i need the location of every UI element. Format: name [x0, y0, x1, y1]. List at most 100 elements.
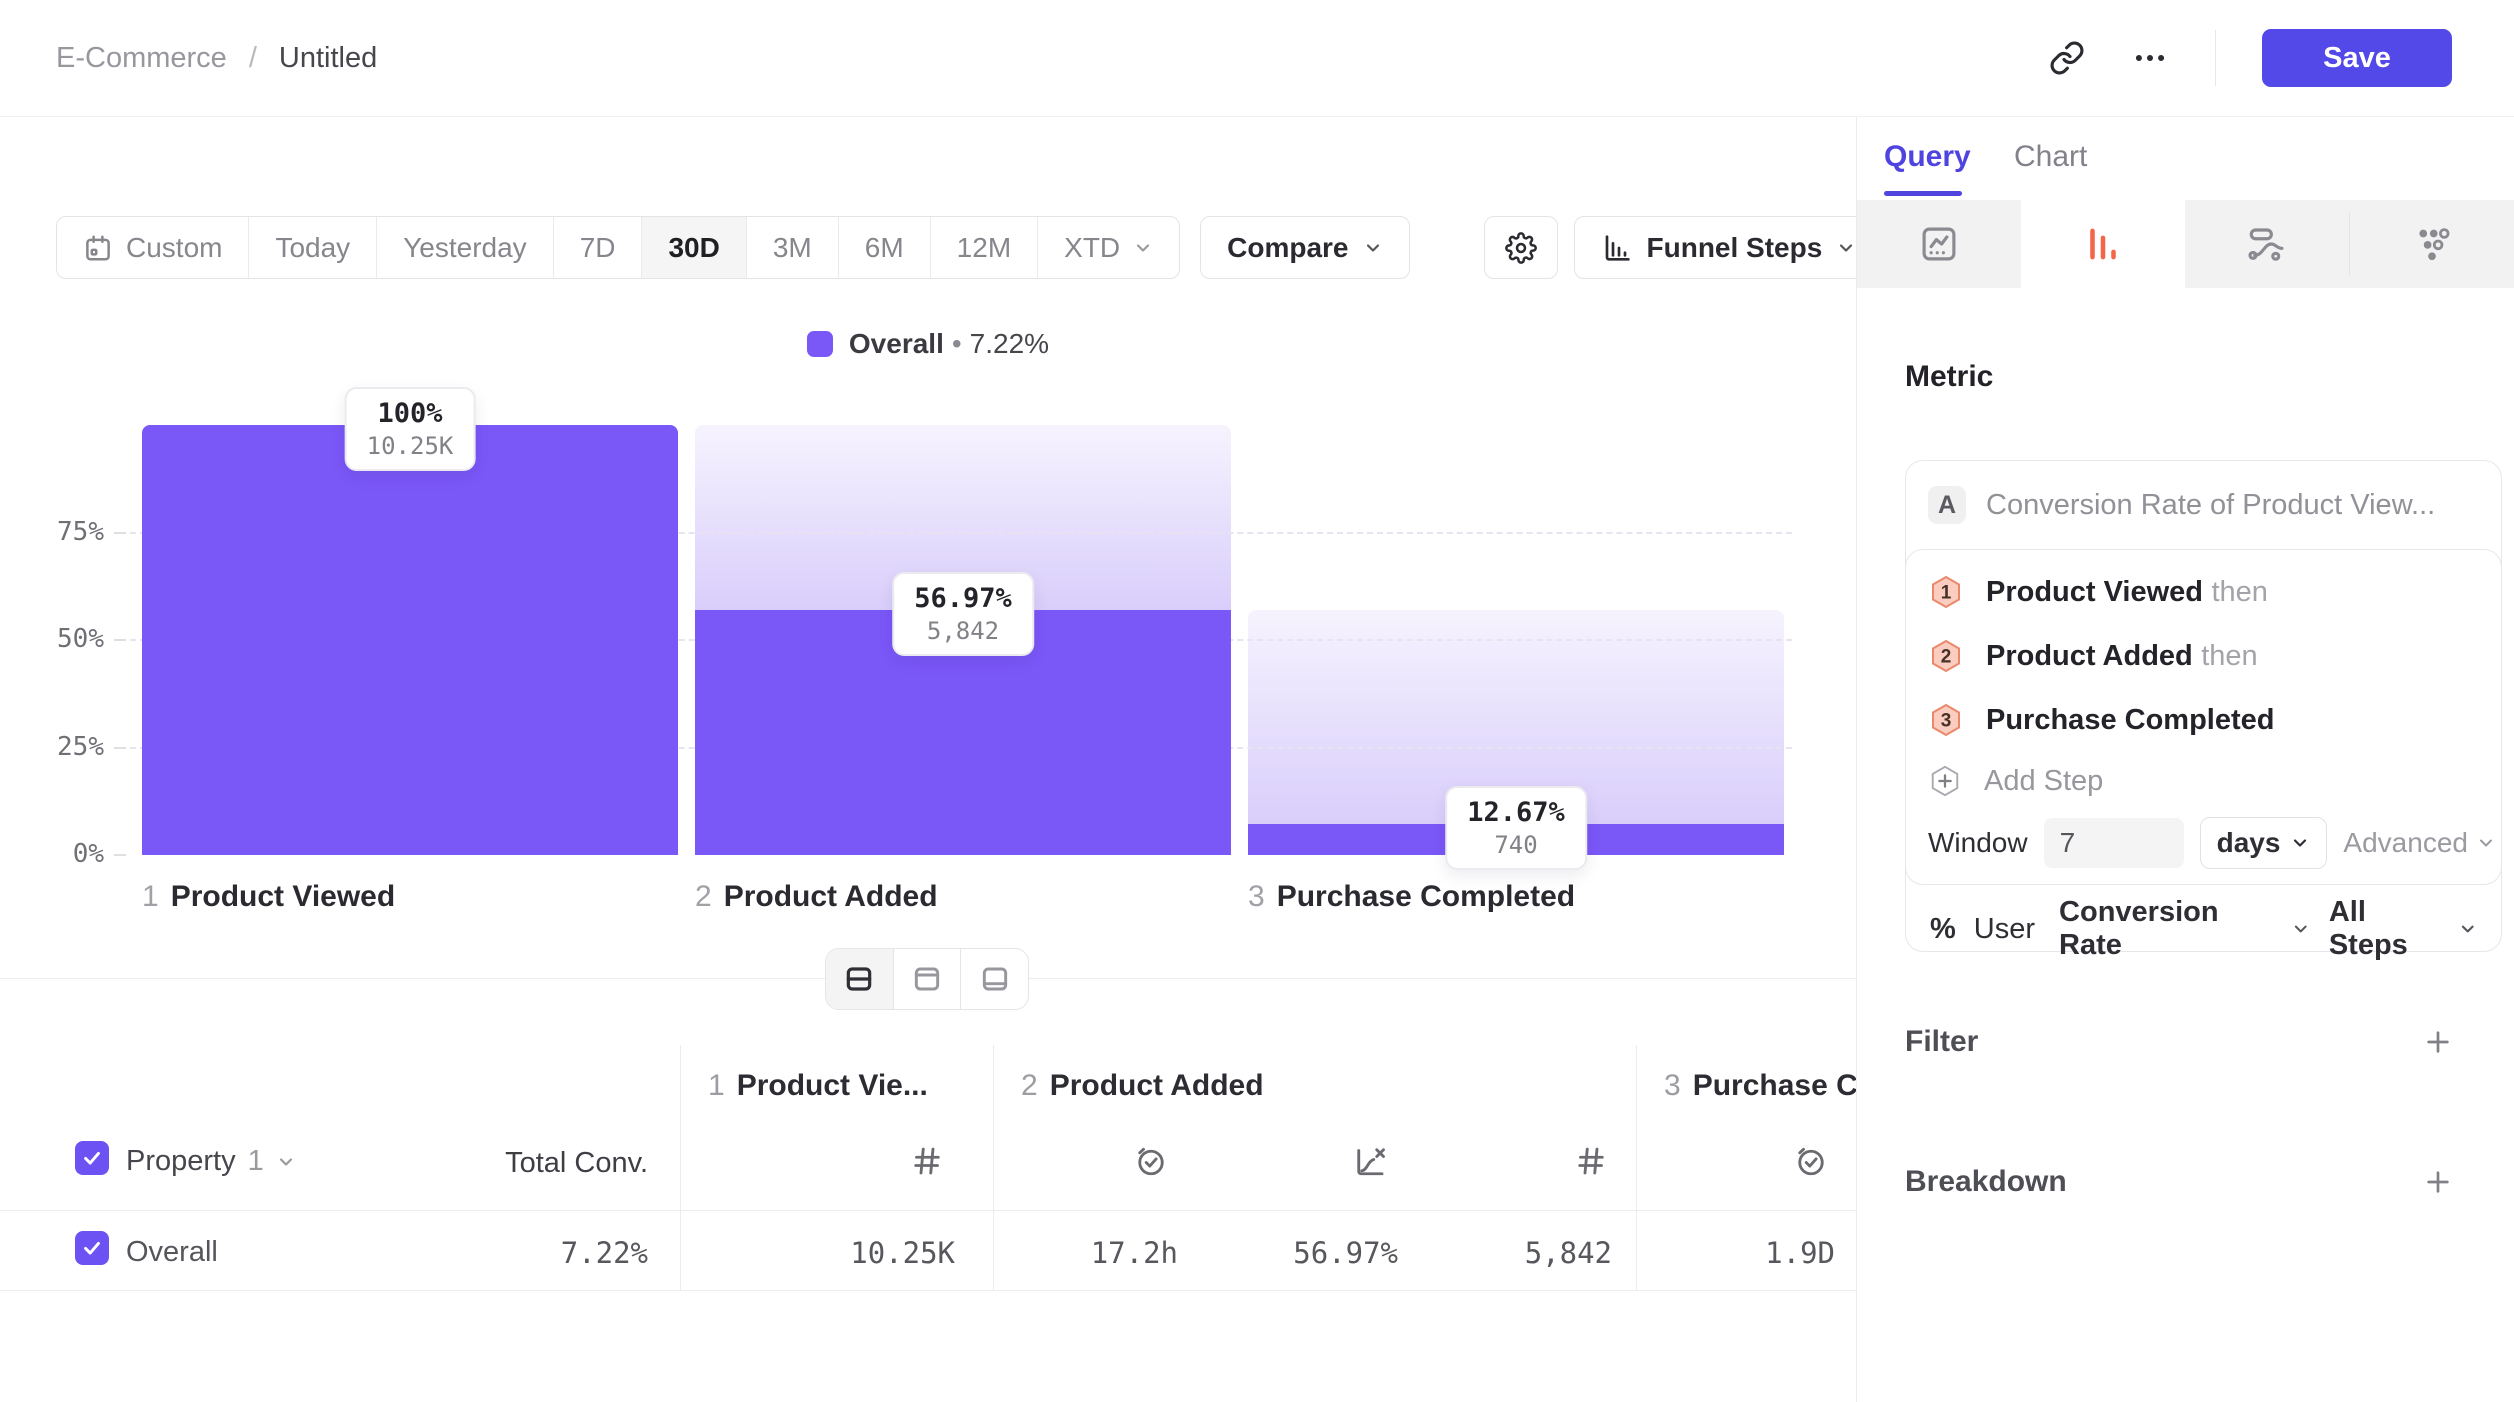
date-range-7d[interactable]: 7D — [554, 217, 643, 278]
save-button[interactable]: Save — [2262, 29, 2452, 87]
breadcrumb-report-title[interactable]: Untitled — [278, 41, 378, 74]
date-range-6m[interactable]: 6M — [839, 217, 931, 278]
date-range-yesterday[interactable]: Yesterday — [377, 217, 554, 278]
chevron-down-icon — [2479, 839, 2492, 847]
view-type-label: Funnel Steps — [1646, 231, 1823, 263]
column-divider — [1636, 1045, 1637, 1291]
more-options-icon[interactable] — [2131, 39, 2169, 77]
row-checkbox[interactable] — [75, 1231, 109, 1265]
chart-type-flows[interactable] — [2185, 200, 2349, 288]
measure-entity[interactable]: User — [1973, 912, 2036, 945]
cell-step2-count: 5,842 — [1524, 1236, 1612, 1270]
y-axis-tick — [114, 746, 126, 749]
legend-separator: • — [951, 328, 962, 359]
query-step-2[interactable]: 2 Product Added then — [1906, 624, 2501, 688]
chevron-down-icon — [2461, 925, 2474, 933]
flows-icon — [2248, 228, 2284, 261]
measurement-row: % User Conversion Rate All Steps — [1906, 885, 2501, 973]
y-axis-label: 75% — [57, 516, 104, 547]
date-range-label: XTD — [1064, 231, 1121, 263]
add-breakdown-button[interactable] — [2422, 1166, 2454, 1198]
window-unit-select[interactable]: days — [2199, 817, 2328, 869]
breakdown-section: Breakdown — [1905, 1160, 2454, 1204]
chart-type-retention[interactable] — [2349, 200, 2514, 288]
date-range-today[interactable]: Today — [249, 217, 378, 278]
date-range-custom[interactable]: Custom — [57, 217, 250, 278]
query-step-3[interactable]: 3 Purchase Completed — [1906, 688, 2501, 752]
step-axis-label: 3 Purchase Completed — [1248, 880, 1575, 914]
step-axis-label: 2 Product Added — [695, 880, 938, 914]
total-conv-header: Total Conv. — [505, 1147, 648, 1179]
chart-percent-icon[interactable] — [1352, 1143, 1388, 1179]
hash-icon[interactable] — [1573, 1143, 1609, 1179]
breadcrumb-separator: / — [248, 41, 257, 74]
chart-type-funnels[interactable] — [2021, 200, 2185, 288]
step-connector: then — [2201, 639, 2258, 672]
funnel-bar[interactable] — [142, 425, 678, 855]
measure-type-dropdown[interactable]: Conversion Rate — [2059, 896, 2311, 962]
layout-chart-only-button[interactable] — [894, 949, 962, 1009]
date-range-30d[interactable]: 30D — [642, 217, 747, 278]
clock-check-icon[interactable] — [1793, 1143, 1829, 1179]
compare-button[interactable]: Compare — [1200, 216, 1410, 279]
clock-check-icon[interactable] — [1133, 1143, 1169, 1179]
conversion-window-row: Window days Advanced — [1906, 810, 2501, 876]
property-selector[interactable]: Property 1 — [126, 1145, 296, 1178]
chart-settings-button[interactable] — [1483, 216, 1558, 279]
cell-step1-count: 10.25K — [850, 1236, 955, 1270]
add-step-button[interactable]: Add Step — [1906, 752, 2501, 810]
breakdown-heading: Breakdown — [1905, 1165, 2067, 1198]
cell-step2-rate: 56.97% — [1293, 1236, 1398, 1270]
date-range-xtd[interactable]: XTD — [1038, 217, 1179, 278]
funnel-steps-editor: 1 Product Viewed then 2 Product Added th… — [1905, 549, 2502, 885]
step-name: Product Added — [1049, 1069, 1264, 1102]
pill-count: 10.25K — [366, 432, 454, 460]
add-step-hexagon-icon — [1931, 765, 1959, 797]
query-step-1[interactable]: 1 Product Viewed then — [1906, 560, 2501, 624]
chart-type-insights[interactable] — [1857, 200, 2021, 288]
funnel-plot: 75% 50% 25% 0% 100% 10.25K 1 Product Viewed 56.9… — [0, 380, 1856, 940]
property-index: 1 — [247, 1145, 264, 1177]
window-label: Window — [1928, 827, 2028, 858]
date-range-label: Custom — [126, 231, 223, 263]
date-range-12m[interactable]: 12M — [931, 217, 1039, 278]
layout-toggle — [825, 948, 1029, 1010]
share-link-icon[interactable] — [2049, 40, 2085, 76]
series-title: Conversion Rate of Product View... — [1986, 488, 2436, 521]
add-filter-button[interactable] — [2422, 1026, 2454, 1058]
row-label: Overall — [126, 1236, 218, 1268]
percent-icon: % — [1930, 912, 1956, 945]
top-bar: E-Commerce / Untitled Save — [0, 0, 2514, 117]
view-type-selector[interactable]: Funnel Steps — [1573, 216, 1884, 279]
step-number: 3 — [1664, 1069, 1681, 1102]
layout-split-view-button[interactable] — [826, 949, 894, 1009]
y-axis-label: 25% — [57, 731, 104, 762]
date-range-3m[interactable]: 3M — [747, 217, 839, 278]
svg-text:3: 3 — [1941, 711, 1952, 732]
step-name: Purchase C — [1692, 1069, 1856, 1102]
breadcrumb-project[interactable]: E-Commerce — [56, 41, 227, 74]
chart-legend[interactable]: Overall • 7.22% — [0, 328, 1856, 360]
window-unit-label: days — [2216, 827, 2281, 858]
metric-series-row[interactable]: A Conversion Rate of Product View... — [1906, 461, 2501, 549]
series-letter-badge: A — [1928, 486, 1966, 524]
window-value-input[interactable] — [2043, 818, 2184, 868]
hash-icon[interactable] — [909, 1143, 945, 1179]
step-number: 1 — [708, 1069, 725, 1102]
layout-table-only-button[interactable] — [961, 949, 1028, 1009]
tab-query[interactable]: Query — [1884, 140, 1971, 173]
panel-divider — [1856, 117, 1857, 1402]
property-checkbox[interactable] — [75, 1141, 109, 1175]
legend-swatch — [806, 331, 833, 357]
advanced-toggle[interactable]: Advanced — [2343, 827, 2496, 859]
measure-scope-label: All Steps — [2328, 896, 2408, 961]
legend-value: 7.22% — [969, 328, 1050, 359]
grid-line — [130, 531, 1792, 534]
tab-chart[interactable]: Chart — [2014, 140, 2088, 173]
column-header-step-2: 2 Product Added — [1021, 1069, 1264, 1103]
chart-type-strip — [1857, 200, 2514, 288]
step-number: 2 — [1021, 1069, 1038, 1102]
chevron-down-icon — [1133, 238, 1153, 258]
measure-scope-dropdown[interactable]: All Steps — [2329, 896, 2477, 962]
